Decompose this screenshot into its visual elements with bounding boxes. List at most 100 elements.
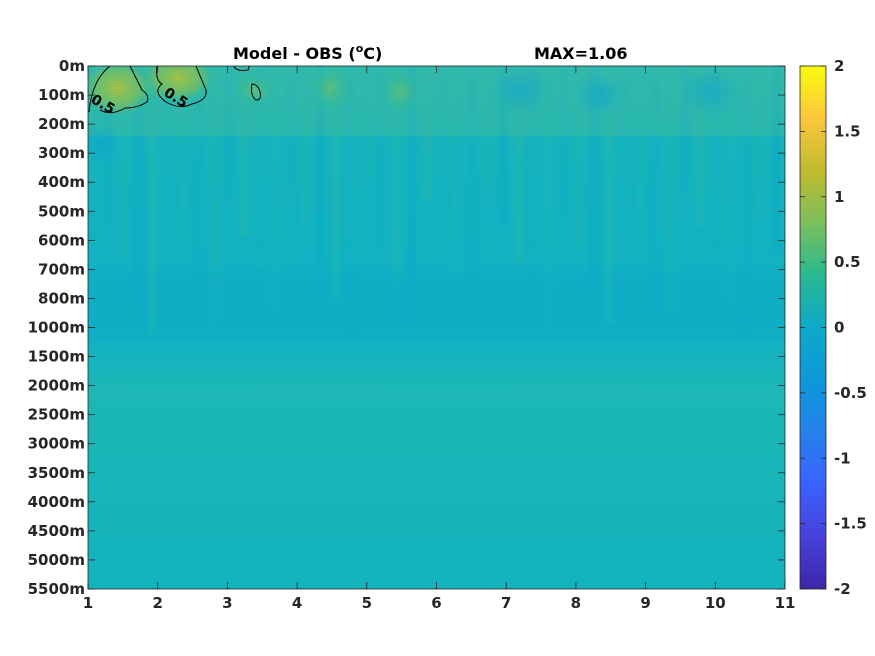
- heatmap-streak: [741, 66, 751, 337]
- heatmap-streak: [528, 66, 538, 299]
- heatmap-area: 0.5 0.5: [88, 66, 785, 589]
- y-tick-label: 700m: [38, 260, 85, 278]
- x-tick-label: 1: [83, 594, 93, 612]
- heatmap-streak: [452, 66, 462, 274]
- heatmap-streak: [635, 66, 645, 238]
- heatmap-streak: [300, 66, 310, 224]
- heatmap-streak: [224, 66, 234, 199]
- heatmap-streak: [407, 66, 417, 323]
- colorbar-tick-label: -0.5: [834, 384, 867, 402]
- colorbar-tick-label: 1: [834, 188, 844, 206]
- heatmap-streak: [209, 66, 219, 322]
- y-tick-label: 0m: [59, 57, 85, 75]
- heatmap-streak: [468, 66, 477, 311]
- y-tick-label: 1000m: [28, 319, 85, 337]
- heatmap-streak: [179, 66, 189, 248]
- title-main: Model - OBS (: [233, 44, 356, 63]
- x-tick-label: 3: [222, 594, 232, 612]
- x-axis: 1 2 3 4 5 6 7 8 9 10 11: [83, 66, 796, 612]
- heatmap-streak: [437, 66, 447, 237]
- warm-anomaly-4: [308, 66, 352, 113]
- heatmap-streak: [376, 66, 386, 249]
- heatmap-streak: [164, 66, 173, 211]
- x-tick-label: 6: [431, 594, 441, 612]
- warm-anomaly-3: [233, 72, 277, 108]
- heatmap-streak: [483, 66, 493, 188]
- y-tick-label: 2500m: [28, 406, 85, 424]
- cool-anomaly-2: [490, 66, 550, 115]
- colorbar-tick-label: 2: [834, 57, 844, 75]
- heatmap-streak: [665, 66, 675, 312]
- heatmap-streak: [544, 66, 553, 336]
- heatmap-streak: [255, 66, 265, 273]
- y-tick-label: 200m: [38, 115, 85, 133]
- heatmap-streak: [559, 66, 569, 213]
- heatmap-streak: [726, 66, 736, 300]
- y-tick-label: 4000m: [28, 493, 85, 511]
- heatmap-streak: [422, 66, 432, 200]
- heatmap-streak: [346, 66, 356, 335]
- heatmap-streak: [392, 66, 401, 286]
- x-tick-label: 4: [292, 594, 302, 612]
- heatmap-streak: [148, 66, 158, 334]
- heatmap-streak: [772, 66, 781, 251]
- y-tick-label: 800m: [38, 289, 85, 307]
- x-tick-label: 8: [571, 594, 581, 612]
- x-tick-label: 10: [705, 594, 726, 612]
- heatmap-streak: [650, 66, 660, 275]
- y-tick-label: 4500m: [28, 522, 85, 540]
- heatmap-streak: [604, 66, 614, 324]
- colorbar-tick-label: -1.5: [834, 515, 867, 533]
- x-tick-label: 11: [775, 594, 796, 612]
- x-tick-label: 2: [152, 594, 162, 612]
- contour-line-2: [156, 66, 207, 108]
- heatmap-streak: [680, 66, 690, 189]
- heatmap-streak: [331, 66, 341, 298]
- y-tick-label: 5500m: [28, 580, 85, 598]
- warm-anomaly-1: [88, 66, 156, 118]
- y-tick-label: 3000m: [28, 435, 85, 453]
- heatmap-streak: [361, 66, 371, 212]
- colorbar-axis: 2 1.5 1 0.5 0 -0.5 -1 -1.5 -2: [800, 57, 867, 598]
- heatmap-streak: [270, 66, 280, 310]
- colorbar-tick-label: 0: [834, 319, 844, 337]
- mid-depth-cool-band: [88, 270, 785, 340]
- heatmap-streak: [133, 66, 143, 297]
- heatmap-streak: [589, 66, 599, 287]
- colorbar-tick-label: 1.5: [834, 122, 861, 140]
- title-unit: C): [363, 44, 382, 63]
- heatmap-streak: [316, 66, 325, 261]
- y-tick-label: 400m: [38, 173, 85, 191]
- y-axis: 0m 100m 200m 300m 400m 500m 600m 700m 800m 1000m 1…: [28, 57, 785, 598]
- heatmap-streak: [194, 66, 204, 285]
- warm-anomaly-5: [380, 70, 420, 114]
- x-tick-label: 7: [501, 594, 511, 612]
- contour-line-4: [251, 83, 261, 101]
- heatmap-streak: [574, 66, 584, 250]
- title-degree-sign: o: [356, 42, 364, 55]
- heatmap-streak: [240, 66, 249, 236]
- chart-title: Model - OBS (oC): [233, 42, 382, 63]
- heatmap-streak: [118, 66, 128, 260]
- heatmap-background: [88, 66, 785, 589]
- heatmap-streak: [513, 66, 523, 262]
- y-tick-label: 100m: [38, 86, 85, 104]
- cool-anomaly-3: [680, 67, 740, 117]
- y-tick-label: 300m: [38, 144, 85, 162]
- heatmap-streaks: [88, 66, 781, 337]
- y-tick-label: 1500m: [28, 348, 85, 366]
- cool-anomaly-1: [88, 123, 122, 167]
- x-tick-label: 9: [640, 594, 650, 612]
- heatmap-streak: [620, 66, 629, 201]
- colorbar-tick-label: -1: [834, 449, 851, 467]
- colorbar-tick-label: -2: [834, 580, 851, 598]
- cool-anomaly-4: [575, 73, 625, 117]
- heatmap-streak: [696, 66, 705, 226]
- heatmap-streak: [711, 66, 721, 263]
- heatmap-streak: [285, 66, 295, 187]
- colorbar-tick-label: 0.5: [834, 253, 861, 271]
- contour-line-1: [88, 66, 149, 114]
- y-tick-label: 600m: [38, 231, 85, 249]
- y-tick-label: 3500m: [28, 464, 85, 482]
